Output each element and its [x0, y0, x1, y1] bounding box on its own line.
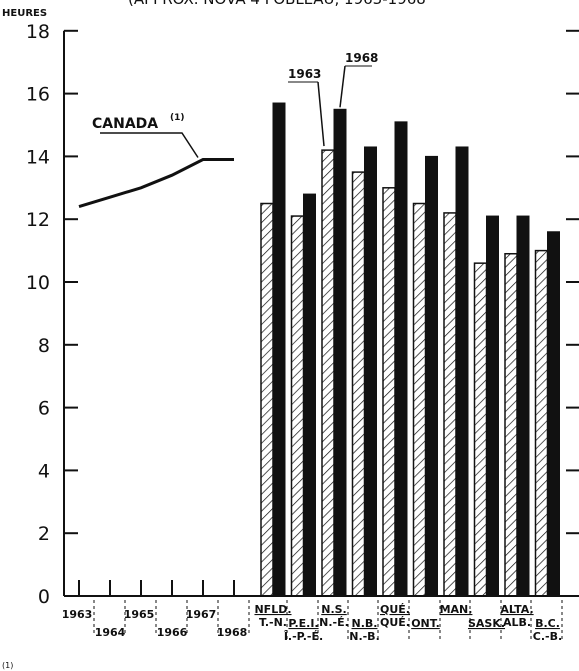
year-label-top: 1967 [186, 608, 217, 621]
category-label-fr: N.-B. [349, 630, 380, 643]
canada-line [78, 158, 234, 209]
bar-1968 [394, 121, 408, 597]
category-label-fr: N.-É. [319, 616, 349, 629]
bar-1968 [333, 108, 347, 597]
y-tick-label: 14 [26, 146, 50, 168]
category-label-en: P.E.I. [288, 617, 318, 630]
bar-1963 [473, 262, 488, 597]
bar-1963 [351, 171, 366, 597]
bar-1968 [425, 155, 438, 597]
footnote-mark: (1) [2, 661, 13, 670]
bar-1968 [455, 146, 469, 597]
y-axis: 0 2 4 6 8 10 12 14 16 18 [26, 21, 579, 608]
year-label-top: 1965 [124, 608, 155, 621]
category-label-fr: QUÉ. [380, 616, 410, 629]
bar-1963 [321, 149, 335, 597]
y-tick-label: 12 [26, 209, 50, 231]
category-label-fr: T.-N. [259, 616, 287, 629]
bar-1968 [272, 102, 286, 597]
y-tick-label: 10 [26, 272, 50, 294]
y-tick-label: 6 [38, 398, 50, 420]
annotation-1963: 1963 [288, 67, 321, 81]
bar-1968 [303, 193, 316, 597]
annotation-1968: 1968 [345, 51, 378, 65]
y-tick-label: 2 [38, 523, 50, 545]
y-tick-label: 8 [38, 335, 50, 357]
bar-1963 [412, 202, 427, 597]
bar-1963 [260, 202, 274, 597]
annotations: 1963 1968 [288, 51, 378, 147]
bar-group [260, 102, 560, 597]
category-label-en: N.B. [352, 617, 378, 630]
annotation-1968-leader [339, 65, 346, 108]
category-label-en: SASK. [468, 617, 505, 630]
year-label-bottom: 1968 [217, 626, 248, 639]
y-axis-label: HEURES [2, 8, 47, 19]
y-tick-label: 16 [26, 84, 50, 106]
category-label-en: B.C. [535, 617, 560, 630]
canada-label: CANADA [92, 116, 158, 132]
category-label-fr: Î.-P.-É. [284, 630, 323, 643]
bar-1963 [534, 249, 549, 597]
bar-1963 [290, 215, 305, 597]
y-tick-label: 0 [38, 586, 50, 608]
canada-footnote-mark: (1) [170, 113, 185, 123]
bar-1968 [486, 215, 499, 597]
bar-1963 [443, 212, 457, 597]
category-label-fr: C.-B. [533, 630, 562, 643]
category-labels: NFLD.T.-N. P.E.I.Î.-P.-É. N.S.N.-É. N.B.N.-… [254, 600, 563, 643]
year-label-top: 1963 [62, 608, 93, 621]
category-label-en: MAN. [440, 603, 473, 616]
bar-1968 [547, 231, 560, 597]
category-label-en: NFLD. [254, 603, 291, 616]
category-label-en: QUÉ. [380, 603, 410, 616]
y-tick-label: 18 [26, 21, 50, 43]
bar-1968 [364, 146, 377, 597]
bar-1968 [516, 215, 530, 597]
category-label-en: ALTA. [500, 603, 533, 616]
line-x-axis: 1963 1965 1967 1964 1966 1968 [62, 580, 250, 639]
chart-title: (APPROX. NOVA 4 FOBLEAU, 1963-1968 [128, 0, 426, 8]
year-label-bottom: 1964 [95, 626, 126, 639]
year-label-bottom: 1966 [157, 626, 188, 639]
canada-leader-line [100, 132, 199, 158]
bar-1963 [382, 187, 396, 597]
category-label-en: ONT. [411, 617, 440, 630]
bar-1963 [504, 252, 518, 597]
category-label-en: N.S. [321, 603, 347, 616]
y-tick-label: 4 [38, 460, 50, 482]
category-label-fr: ALB. [503, 616, 531, 629]
canada-line-series: CANADA (1) [78, 113, 234, 209]
annotation-1963-leader [317, 81, 325, 147]
